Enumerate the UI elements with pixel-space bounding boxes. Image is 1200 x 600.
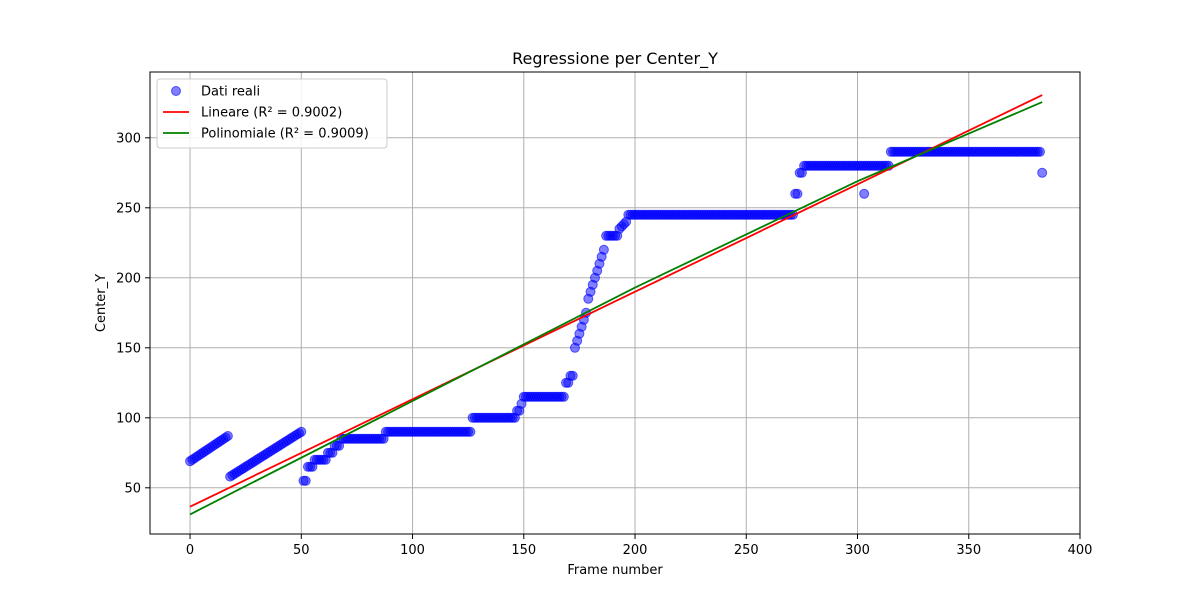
legend-marker-scatter bbox=[171, 86, 181, 96]
data-point bbox=[1037, 167, 1048, 178]
legend-label: Polinomiale (R² = 0.9009) bbox=[201, 127, 369, 142]
data-point bbox=[296, 426, 307, 437]
data-point bbox=[1034, 146, 1045, 157]
x-tick-label: 350 bbox=[956, 543, 981, 558]
axis-ticks: 0 50 100 150 200 250 300 350 400 50 100 150 200 250 30… bbox=[116, 131, 1092, 558]
x-tick-label: 250 bbox=[734, 543, 759, 558]
x-tick-label: 100 bbox=[400, 543, 425, 558]
data-point bbox=[859, 188, 870, 199]
y-tick-label: 150 bbox=[116, 341, 141, 356]
x-axis-label: Frame number bbox=[567, 563, 663, 578]
x-tick-label: 300 bbox=[845, 543, 870, 558]
data-point bbox=[465, 426, 476, 437]
x-tick-label: 0 bbox=[186, 543, 194, 558]
data-point bbox=[792, 188, 803, 199]
y-tick-label: 200 bbox=[116, 271, 141, 286]
scatter-series bbox=[185, 146, 1048, 486]
x-tick-label: 150 bbox=[511, 543, 536, 558]
y-axis-label: Center_Y bbox=[94, 274, 109, 332]
legend-label: Dati reali bbox=[201, 85, 260, 100]
plot-frame bbox=[149, 71, 1081, 535]
x-tick-label: 200 bbox=[623, 543, 648, 558]
data-point bbox=[300, 475, 311, 486]
legend-label: Lineare (R² = 0.9002) bbox=[201, 106, 342, 121]
y-tick-label: 100 bbox=[116, 411, 141, 426]
chart-title: Regressione per Center_Y bbox=[512, 49, 718, 69]
x-tick-label: 50 bbox=[293, 543, 310, 558]
y-tick-label: 50 bbox=[124, 481, 141, 496]
y-tick-label: 300 bbox=[116, 131, 141, 146]
x-tick-label: 400 bbox=[1068, 543, 1093, 558]
poly-fit-line bbox=[189, 101, 1043, 516]
y-tick-label: 250 bbox=[116, 201, 141, 216]
data-point bbox=[558, 391, 569, 402]
data-point bbox=[222, 431, 233, 441]
legend: Dati reali Lineare (R² = 0.9002) Polinomia… bbox=[156, 78, 388, 149]
legend-box bbox=[156, 78, 388, 149]
fit-lines bbox=[189, 94, 1043, 516]
data-point bbox=[598, 244, 609, 255]
data-point bbox=[567, 370, 578, 381]
